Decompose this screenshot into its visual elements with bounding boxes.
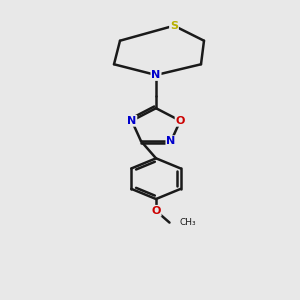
Text: N: N [152,70,160,80]
Text: N: N [167,136,176,146]
Text: O: O [176,116,185,126]
Text: N: N [127,116,136,126]
Text: S: S [170,21,178,31]
Text: CH₃: CH₃ [180,218,196,227]
Text: O: O [151,206,161,216]
